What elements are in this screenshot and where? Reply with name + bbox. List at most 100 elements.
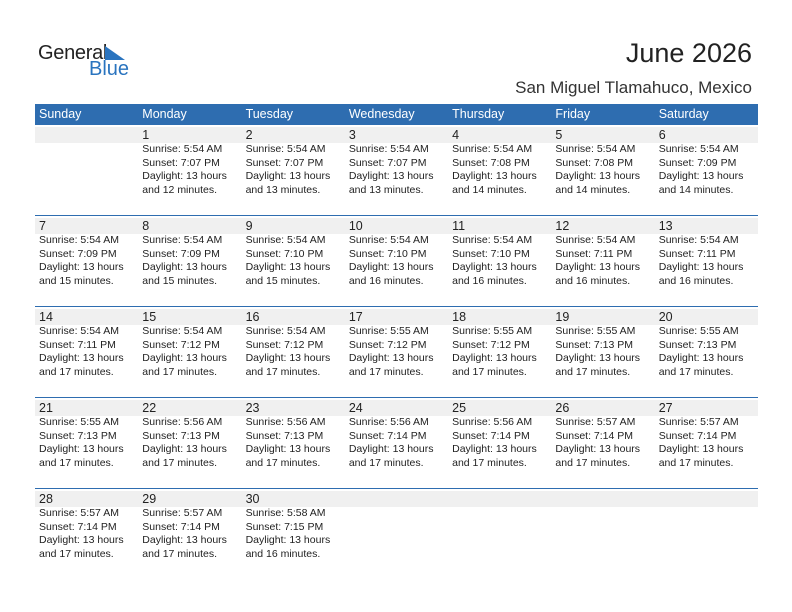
day-daylight: Daylight: 13 hours	[452, 352, 537, 364]
day-daylight: Daylight: 13 hours	[555, 261, 641, 273]
day-cell: 23 Sunrise: 5:56 AM Sunset: 7:13 PM Dayligh…	[242, 398, 345, 470]
day-sunrise: Sunrise: 5:58 AM	[245, 507, 326, 519]
empty-cell	[345, 489, 448, 561]
day-sunrise: Sunrise: 5:54 AM	[658, 234, 739, 246]
day-daylight: Daylight: 13 hours	[658, 170, 744, 182]
day-sunrise: Sunrise: 5:56 AM	[142, 416, 223, 428]
day-cell: 9 Sunrise: 5:54 AM Sunset: 7:10 PM Daylight…	[242, 216, 345, 288]
day-cell: 8 Sunrise: 5:54 AM Sunset: 7:09 PM Daylight…	[138, 216, 241, 288]
day-sunset: Sunset: 7:11 PM	[658, 247, 736, 260]
date-band	[35, 400, 758, 416]
day-sunset: Sunset: 7:10 PM	[348, 247, 427, 260]
day-minutes: and 16 minutes.	[555, 274, 631, 287]
day-sunset: Sunset: 7:13 PM	[555, 338, 634, 351]
day-minutes: and 15 minutes.	[142, 274, 217, 287]
day-minutes: and 17 minutes.	[658, 456, 734, 469]
day-daylight: Daylight: 13 hours	[348, 443, 434, 455]
day-minutes: and 17 minutes.	[39, 365, 114, 378]
day-sunrise: Sunrise: 5:54 AM	[658, 143, 739, 155]
day-cell: 12 Sunrise: 5:54 AM Sunset: 7:11 PM Dayligh…	[551, 216, 654, 288]
day-sunrise: Sunrise: 5:55 AM	[39, 416, 119, 428]
day-day: 29	[142, 492, 157, 506]
day-sunset: Sunset: 7:13 PM	[142, 429, 220, 442]
day-sunrise: Sunrise: 5:54 AM	[348, 143, 429, 155]
day-sunrise: Sunrise: 5:54 AM	[39, 325, 119, 337]
day-sunrise: Sunrise: 5:55 AM	[452, 325, 533, 337]
day-sunset: Sunset: 7:13 PM	[245, 429, 324, 442]
day-cell: 3 Sunrise: 5:54 AM Sunset: 7:07 PM Daylight…	[345, 125, 448, 197]
day-daylight: Daylight: 13 hours	[452, 170, 537, 182]
date-band	[35, 309, 758, 325]
day-day: 22	[142, 401, 157, 415]
day-daylight: Daylight: 13 hours	[658, 352, 744, 364]
day-cell: 2 Sunrise: 5:54 AM Sunset: 7:07 PM Daylight…	[242, 125, 345, 197]
day-sunrise: Sunrise: 5:54 AM	[245, 143, 326, 155]
day-cell: 4 Sunrise: 5:54 AM Sunset: 7:08 PM Daylight…	[448, 125, 551, 197]
day-sunset: Sunset: 7:08 PM	[555, 156, 634, 169]
day-minutes: and 16 minutes.	[658, 274, 734, 287]
day-sunrise: Sunrise: 5:57 AM	[658, 416, 739, 428]
day-sunset: Sunset: 7:09 PM	[658, 156, 737, 169]
day-cell: 27 Sunrise: 5:57 AM Sunset: 7:14 PM Dayligh…	[655, 398, 758, 470]
day-sunset: Sunset: 7:07 PM	[142, 156, 220, 169]
day-day: 19	[555, 310, 570, 324]
day-minutes: and 17 minutes.	[658, 365, 734, 378]
day-minutes: and 17 minutes.	[142, 456, 217, 469]
weekday-thursday: Thursday	[452, 107, 505, 121]
week-row: 7 Sunrise: 5:54 AM Sunset: 7:09 PM Daylight…	[35, 215, 758, 306]
day-minutes: and 17 minutes.	[452, 456, 527, 469]
day-cell: 29 Sunrise: 5:57 AM Sunset: 7:14 PM Dayligh…	[138, 489, 241, 561]
date-band	[35, 218, 758, 234]
day-day: 2	[245, 128, 253, 142]
day-sunset: Sunset: 7:10 PM	[245, 247, 324, 260]
empty-cell	[655, 489, 758, 561]
week-row: 14 Sunrise: 5:54 AM Sunset: 7:11 PM Dayligh…	[35, 306, 758, 397]
day-minutes: and 15 minutes.	[39, 274, 114, 287]
day-day: 15	[142, 310, 157, 324]
day-day: 21	[39, 401, 53, 415]
day-sunset: Sunset: 7:11 PM	[39, 338, 116, 351]
day-sunrise: Sunrise: 5:55 AM	[658, 325, 739, 337]
day-daylight: Daylight: 13 hours	[245, 352, 331, 364]
weekday-tuesday: Tuesday	[245, 107, 294, 121]
day-cell: 19 Sunrise: 5:55 AM Sunset: 7:13 PM Dayligh…	[551, 307, 654, 379]
day-day: 1	[142, 128, 150, 142]
day-daylight: Daylight: 13 hours	[142, 170, 227, 182]
day-cell: 28 Sunrise: 5:57 AM Sunset: 7:14 PM Dayligh…	[35, 489, 138, 561]
day-day: 6	[658, 128, 666, 142]
day-sunset: Sunset: 7:14 PM	[142, 520, 220, 533]
day-sunset: Sunset: 7:15 PM	[245, 520, 324, 533]
day-sunset: Sunset: 7:08 PM	[452, 156, 530, 169]
day-daylight: Daylight: 13 hours	[555, 352, 641, 364]
weekday-saturday: Saturday	[658, 107, 709, 121]
day-day: 11	[452, 219, 466, 233]
day-sunset: Sunset: 7:14 PM	[452, 429, 530, 442]
day-day: 20	[658, 310, 673, 324]
day-minutes: and 14 minutes.	[555, 183, 631, 196]
day-cell: 30 Sunrise: 5:58 AM Sunset: 7:15 PM Dayligh…	[242, 489, 345, 561]
day-day: 8	[142, 219, 150, 233]
day-sunset: Sunset: 7:07 PM	[245, 156, 324, 169]
day-sunset: Sunset: 7:12 PM	[142, 338, 220, 351]
day-cell: 17 Sunrise: 5:55 AM Sunset: 7:12 PM Dayligh…	[345, 307, 448, 379]
day-daylight: Daylight: 13 hours	[245, 170, 331, 182]
day-sunset: Sunset: 7:14 PM	[658, 429, 737, 442]
day-day: 14	[39, 310, 53, 324]
day-sunrise: Sunrise: 5:54 AM	[142, 143, 223, 155]
day-day: 5	[555, 128, 563, 142]
day-sunrise: Sunrise: 5:54 AM	[555, 143, 636, 155]
day-minutes: and 17 minutes.	[348, 456, 424, 469]
day-daylight: Daylight: 13 hours	[39, 261, 124, 273]
day-sunset: Sunset: 7:14 PM	[555, 429, 634, 442]
day-sunset: Sunset: 7:14 PM	[348, 429, 427, 442]
day-minutes: and 14 minutes.	[658, 183, 734, 196]
logo-general: General	[38, 42, 108, 64]
day-minutes: and 14 minutes.	[452, 183, 527, 196]
day-minutes: and 17 minutes.	[39, 456, 114, 469]
day-day: 4	[452, 128, 460, 142]
day-sunset: Sunset: 7:13 PM	[39, 429, 117, 442]
date-band	[35, 127, 758, 143]
day-day: 24	[348, 401, 363, 415]
day-daylight: Daylight: 13 hours	[39, 443, 124, 455]
day-day: 23	[245, 401, 260, 415]
